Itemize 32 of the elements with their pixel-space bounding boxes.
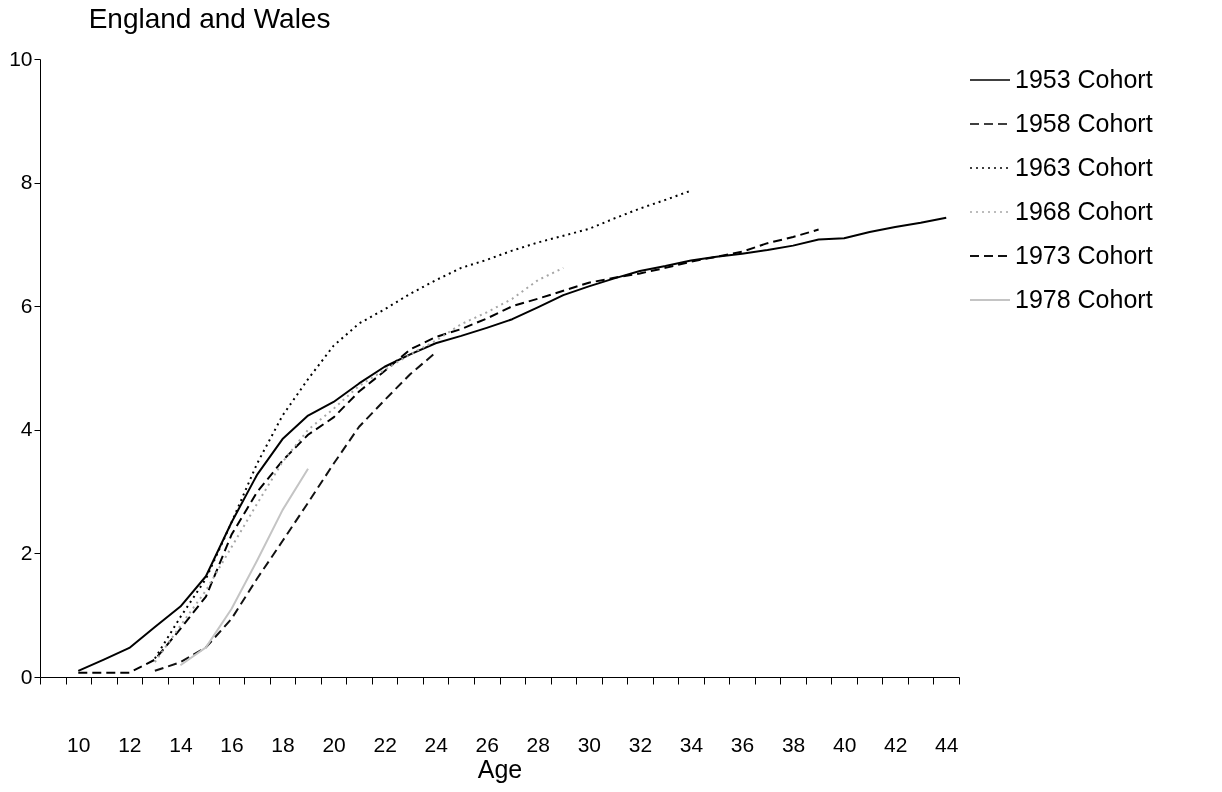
x-tick-label: 12: [118, 732, 142, 756]
x-tick-label: 42: [884, 732, 908, 756]
x-tick-label: 40: [832, 732, 857, 756]
legend-label: 1968 Cohort: [1015, 197, 1153, 225]
x-tick-label: 32: [628, 732, 653, 756]
y-tick-label: 2: [20, 540, 33, 564]
legend-label: 1963 Cohort: [1015, 153, 1153, 181]
x-tick-label: 44: [935, 732, 959, 756]
x-tick-label: 18: [271, 732, 295, 756]
x-tick-label: 16: [220, 732, 244, 756]
legend-label: 1978 Cohort: [1015, 285, 1153, 313]
x-tick-label: 10: [67, 732, 91, 756]
y-tick-label: 10: [9, 46, 33, 70]
x-tick-label: 20: [322, 732, 346, 756]
x-tick-label: 22: [373, 732, 397, 756]
x-axis-title: Age: [477, 754, 523, 783]
x-tick-label: 34: [679, 732, 704, 756]
x-tick-label: 36: [730, 732, 755, 756]
x-tick-label: 14: [169, 732, 193, 756]
x-tick-label: 30: [577, 732, 602, 756]
x-tick-label: 38: [781, 732, 806, 756]
y-tick-label: 6: [20, 293, 33, 317]
y-tick-label: 4: [20, 417, 33, 441]
y-tick-label: 8: [20, 170, 33, 194]
x-tick-label: 26: [475, 732, 499, 756]
x-tick-label: 24: [424, 732, 449, 756]
x-tick-label: 28: [526, 732, 550, 756]
chart-title: England and Wales: [88, 3, 331, 34]
legend-label: 1953 Cohort: [1015, 65, 1153, 93]
legend-label: 1958 Cohort: [1015, 109, 1153, 137]
y-tick-label: 0: [20, 664, 33, 688]
legend-label: 1973 Cohort: [1015, 241, 1153, 269]
